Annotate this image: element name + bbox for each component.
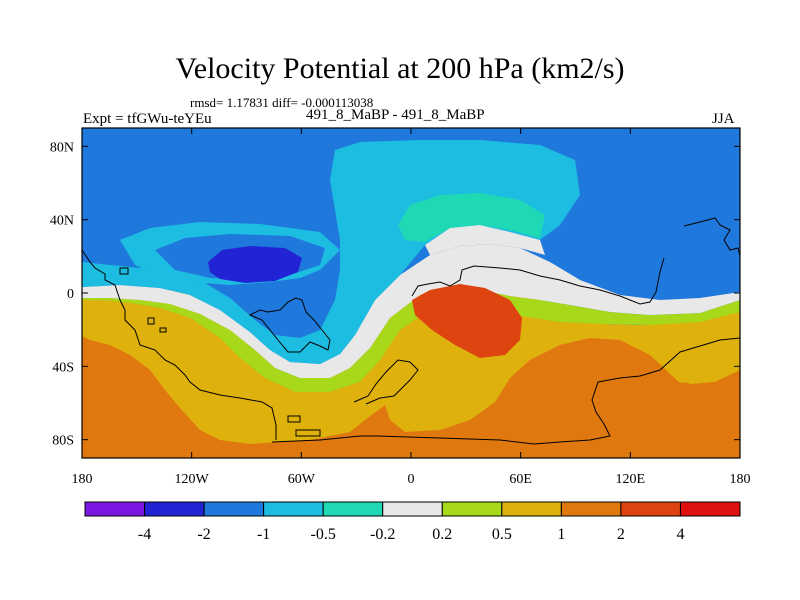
region-cyan-green — [398, 193, 545, 242]
colorbar-label: -2 — [197, 526, 210, 543]
colorbar-swatch — [203, 501, 265, 517]
coastline-americas-west — [82, 249, 277, 440]
coastline-antarctica — [271, 337, 740, 445]
colorbar-label: 4 — [676, 526, 684, 543]
colorbar-swatch — [263, 501, 324, 517]
colorbar-label: 0.2 — [432, 526, 452, 543]
coastline-south-africa — [353, 359, 419, 405]
colorbar-label: 2 — [617, 526, 625, 543]
region-band-green — [82, 287, 740, 392]
colorbar-swatch — [620, 501, 681, 517]
x-tick-label: 180 — [72, 472, 93, 487]
experiment-label: Expt = tfGWu-teYEu — [83, 111, 212, 127]
colorbar-swatch — [144, 501, 205, 517]
region-tropical-core — [412, 284, 522, 358]
x-tick-label: 60E — [509, 472, 532, 487]
coastline-islands — [119, 267, 321, 437]
colorbar-label: -0.2 — [370, 526, 395, 543]
colorbar-label: 0.5 — [492, 526, 512, 543]
y-tick-label: 40N — [50, 214, 74, 229]
coastlines — [82, 217, 740, 445]
region-band-white — [82, 244, 740, 378]
colorbar-swatch — [382, 501, 443, 517]
colorbar-swatch — [501, 501, 562, 517]
colorbar-label: -1 — [257, 526, 270, 543]
colorbar-swatch — [441, 501, 503, 517]
colorbar-label: -0.5 — [311, 526, 336, 543]
colorbar: -4 -2 -1 -0.5 -0.2 0.2 0.5 1 2 4 — [84, 501, 741, 543]
stats-label: rmsd= 1.17831 diff= -0.000113038 — [190, 95, 374, 110]
x-tick-label: 0 — [408, 472, 415, 487]
colorbar-swatch — [322, 501, 384, 517]
chart-title: Velocity Potential at 200 hPa (km2/s) — [175, 52, 625, 85]
contour-fills — [82, 140, 740, 458]
y-tick-label: 80N — [50, 140, 74, 155]
region-white-band-north — [425, 225, 545, 255]
y-tick-label: 80S — [52, 434, 74, 449]
y-tick-label: 40S — [52, 360, 74, 375]
plot-area: 180 120W 60W 0 60E 120E 180 80N 40N 0 40S 80S — [50, 127, 751, 487]
colorbar-label: -4 — [138, 526, 151, 543]
runs-label: 491_8_MaBP - 491_8_MaBP — [306, 107, 485, 123]
coastline-americas-east — [248, 297, 331, 353]
region-strong-negative — [208, 246, 302, 283]
x-tick-label: 120W — [175, 472, 210, 487]
x-tick-label: 60W — [288, 472, 316, 487]
colorbar-swatch — [560, 501, 622, 517]
x-tick-label: 180 — [730, 472, 751, 487]
x-ticks: 180 120W 60W 0 60E 120E 180 — [72, 128, 751, 487]
x-tick-label: 120E — [616, 472, 646, 487]
colorbar-swatch — [679, 501, 741, 517]
colorbar-swatch — [84, 501, 146, 517]
colorbar-label: 1 — [557, 526, 565, 543]
region-tropical-warm — [82, 300, 740, 444]
season-label: JJA — [712, 111, 735, 127]
y-tick-label: 0 — [67, 287, 74, 302]
y-ticks: 80N 40N 0 40S 80S — [50, 140, 740, 449]
coastline-africa — [411, 257, 665, 305]
coastline-australia — [683, 217, 740, 257]
region-southeast-warm — [660, 345, 740, 384]
